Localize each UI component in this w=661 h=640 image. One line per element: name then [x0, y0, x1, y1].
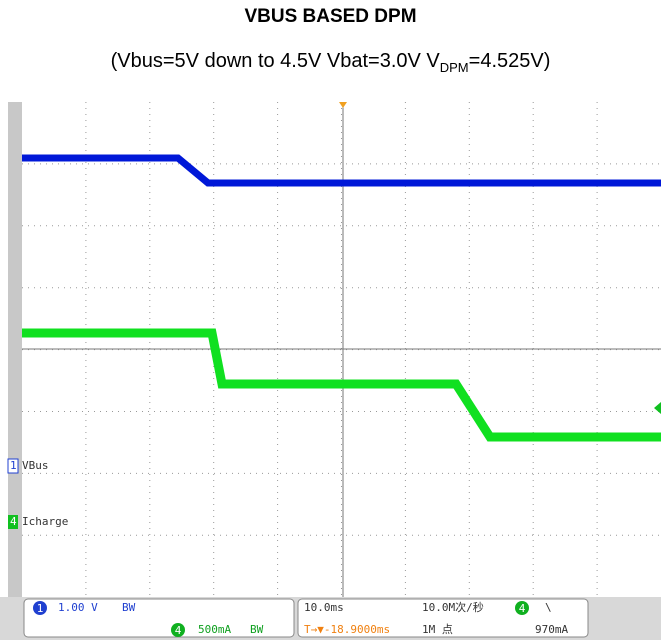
trigger-marker [339, 102, 347, 108]
trigger-level: 970mA [535, 623, 568, 636]
icharge-trace [22, 328, 661, 442]
ch4-badge [171, 623, 185, 637]
ch1-marker [7, 458, 19, 474]
subtitle-sub: DPM [439, 60, 469, 75]
record-length: 1M 点 [422, 623, 453, 636]
vertical-box [23, 598, 295, 638]
subtitle-text: (Vbus=5V down to 4.5V Vbat=3.0V V [110, 50, 440, 72]
vbus-trace [22, 154, 661, 187]
sample-rate: 10.0M次/秒 [422, 600, 484, 614]
ch1-number: 1 [10, 459, 17, 472]
trigger-position: T→▼-18.9000ms [304, 623, 390, 636]
timebase: 10.0ms [304, 601, 344, 614]
trigger-slope: \ [545, 601, 552, 614]
ch1-bw: BW [122, 601, 136, 614]
subtitle-text: =4.525V) [468, 50, 551, 72]
ch4-scale: 500mA [198, 623, 231, 636]
ch4-marker [8, 515, 18, 529]
level-marker [654, 402, 661, 414]
title: VBUS BASED DPM [244, 6, 417, 27]
trigger-source: 4 [519, 602, 526, 615]
ch1-badge-number: 1 [37, 602, 44, 615]
ch4-number: 4 [10, 515, 17, 528]
ch1-badge [33, 601, 47, 615]
ch4-label: Icharge [22, 515, 68, 528]
ch4-bw: BW [250, 623, 264, 636]
ch1-label: VBus [22, 459, 49, 472]
ch4-badge-number: 4 [175, 624, 182, 637]
ch1-scale: 1.00 V [58, 601, 98, 614]
trigger-badge [515, 601, 529, 615]
subtitle: (Vbus=5V down to 4.5V Vbat=3.0V VDPM=4.5… [0, 50, 661, 75]
